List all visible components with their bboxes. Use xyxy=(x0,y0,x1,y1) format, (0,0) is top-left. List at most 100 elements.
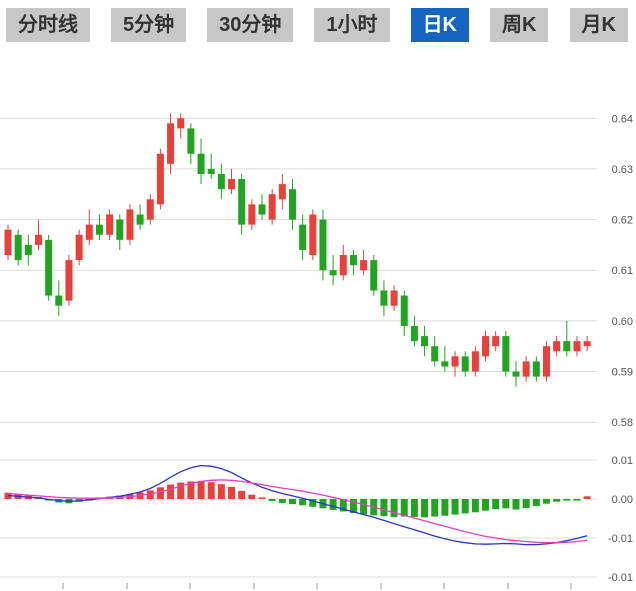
macd-bar xyxy=(400,499,408,517)
candle xyxy=(421,325,429,357)
candle xyxy=(482,331,490,362)
price-axis-label: 0.63 xyxy=(612,164,633,176)
candle xyxy=(542,341,550,382)
tab-weekly-k[interactable]: 周K xyxy=(490,8,549,42)
macd-bar xyxy=(197,481,205,499)
macd-bar xyxy=(380,499,388,517)
candle xyxy=(451,351,459,377)
candle xyxy=(146,194,154,225)
macd-axis-label: -0.01 xyxy=(608,572,633,584)
macd-bar xyxy=(349,499,357,514)
macd-bar xyxy=(167,484,175,499)
macd-bar xyxy=(288,499,296,505)
candle xyxy=(410,315,418,347)
macd-bar xyxy=(187,481,195,499)
macd-bar xyxy=(309,499,317,507)
tab-30min[interactable]: 30分钟 xyxy=(207,8,294,42)
candle xyxy=(299,214,307,261)
candle xyxy=(471,346,479,377)
macd-dif-line xyxy=(7,464,588,546)
candle xyxy=(177,113,185,139)
interval-tabbar: 分时线 5分钟 30分钟 1小时 日K 周K 月K xyxy=(0,0,636,46)
price-axis-label: 0.64 xyxy=(612,113,633,125)
macd-bar xyxy=(421,499,429,518)
macd-bar xyxy=(268,499,276,501)
candle xyxy=(238,173,246,235)
tab-1hour[interactable]: 1小时 xyxy=(314,8,390,42)
macd-bar xyxy=(156,487,164,499)
candle xyxy=(583,336,591,352)
tab-5min[interactable]: 5分钟 xyxy=(111,8,187,42)
candle xyxy=(34,219,42,250)
candle xyxy=(380,280,388,316)
candle xyxy=(461,351,469,377)
tab-timeline[interactable]: 分时线 xyxy=(6,8,90,42)
candle xyxy=(197,138,205,185)
macd-bar xyxy=(583,496,591,499)
macd-bar xyxy=(146,490,154,499)
macd-axis-label: 0.01 xyxy=(612,455,633,467)
candle xyxy=(55,280,63,316)
candle xyxy=(431,336,439,367)
candle xyxy=(492,331,500,352)
macd-bar xyxy=(177,482,185,499)
candle xyxy=(400,290,408,337)
candle xyxy=(14,229,22,266)
macd-bar xyxy=(360,499,368,515)
candle xyxy=(441,346,449,372)
macd-bar xyxy=(461,499,469,514)
candle xyxy=(563,320,571,357)
price-axis-label: 0.59 xyxy=(612,367,633,379)
macd-bar xyxy=(482,499,490,511)
candle xyxy=(390,285,398,311)
macd-bar xyxy=(390,499,398,517)
macd-dea-line xyxy=(7,479,588,544)
candle xyxy=(370,255,378,296)
macd-bar xyxy=(522,499,530,508)
macd-bar xyxy=(471,499,479,513)
macd-bar xyxy=(228,486,236,499)
price-gridlines xyxy=(0,117,597,423)
macd-bar xyxy=(278,499,286,503)
candle xyxy=(349,249,357,276)
macd-bar xyxy=(441,499,449,516)
candle xyxy=(288,179,296,230)
candle xyxy=(4,224,12,261)
x-axis-ticks xyxy=(62,583,572,589)
tab-daily-k[interactable]: 日K xyxy=(410,8,470,42)
candle xyxy=(24,234,32,266)
macd-bar xyxy=(238,490,246,499)
candle xyxy=(228,168,236,195)
kline-chart-svg: 0.64 0.63 0.62 0.61 0.60 0.59 0.58 0.01 0.00 -0.0… xyxy=(0,113,633,589)
macd-bar xyxy=(258,497,266,499)
macd-bar xyxy=(502,499,510,509)
macd-gridlines xyxy=(0,459,597,578)
candle xyxy=(258,194,266,220)
candle xyxy=(573,336,581,357)
macd-bar xyxy=(299,499,307,506)
tab-monthly-k[interactable]: 月K xyxy=(569,8,628,42)
candle xyxy=(207,153,215,180)
kline-chart-panel[interactable]: 0.64 0.63 0.62 0.61 0.60 0.59 0.58 0.01 0.00 -0.0… xyxy=(0,46,636,591)
candle xyxy=(75,229,83,266)
price-axis-label: 0.61 xyxy=(612,265,633,277)
candle xyxy=(268,189,276,225)
candle xyxy=(106,209,114,240)
price-axis-label: 0.60 xyxy=(612,316,633,328)
macd-bar xyxy=(573,499,581,501)
macd-bar xyxy=(207,482,215,499)
macd-bar xyxy=(451,499,459,515)
macd-bar xyxy=(512,499,520,510)
candles xyxy=(4,113,591,387)
macd-bar xyxy=(532,499,540,507)
candle xyxy=(360,249,368,276)
candle xyxy=(512,361,520,387)
candle xyxy=(309,209,317,261)
candle xyxy=(126,204,134,245)
candle xyxy=(319,209,327,281)
candle xyxy=(167,113,175,174)
macd-bar xyxy=(329,499,337,510)
macd-bar xyxy=(431,499,439,517)
candle xyxy=(278,173,286,210)
candle xyxy=(553,336,561,357)
